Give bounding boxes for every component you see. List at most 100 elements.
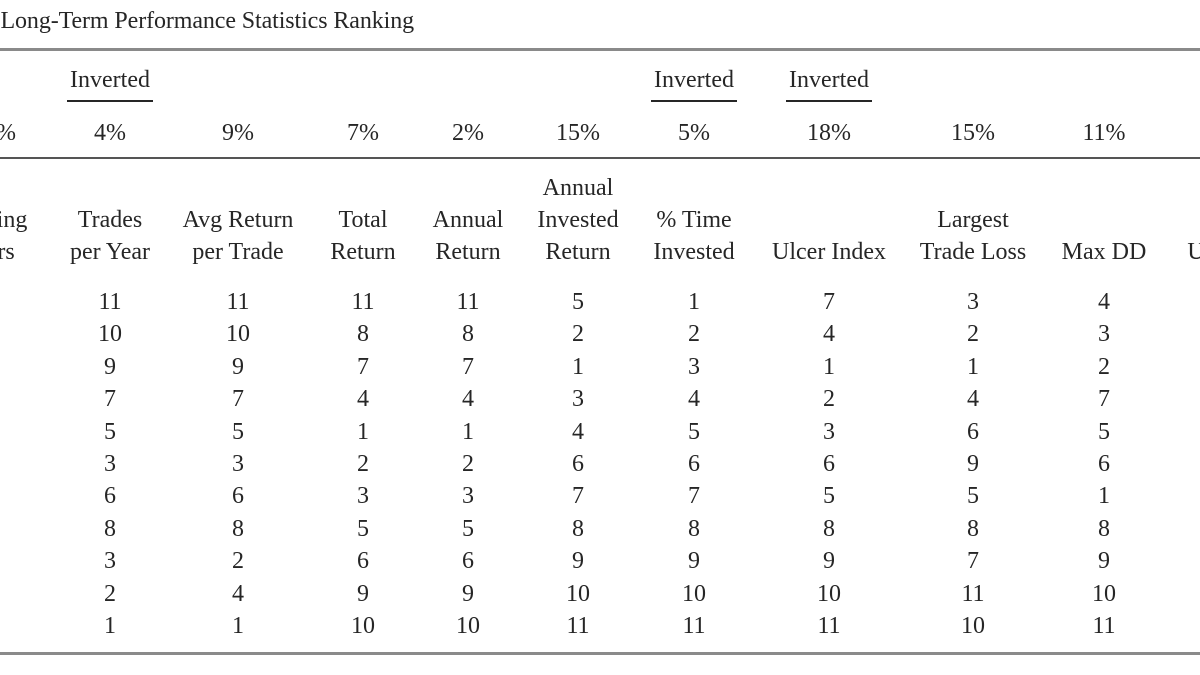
inverted-underline-trades-per-year <box>67 100 153 102</box>
weight-annual-invested-return: 15% <box>556 120 600 146</box>
inverted-underline-ulcer-index <box>786 100 872 102</box>
table-cell-total-return-row-5: 1 <box>357 418 369 445</box>
table-cell-annual-return-row-3: 7 <box>462 353 474 380</box>
column-header-ulcer-index: Ulcer Index <box>772 172 886 268</box>
column-header-line: Invested <box>653 239 735 265</box>
table-cell-pct-time-invested-row-3: 3 <box>688 353 700 380</box>
column-header-pct-time-invested: % Time Invested <box>653 172 734 268</box>
table-cell-pct-time-invested-row-1: 1 <box>688 289 700 315</box>
weight-ulcer-index: 18% <box>807 120 851 146</box>
table-cell-trades-per-year-row-8: 8 <box>104 515 116 542</box>
column-header-line: Max DD <box>1061 239 1147 265</box>
table-cell-pct-time-invested-row-4: 4 <box>688 386 700 413</box>
table-cell-largest-trade-loss-row-6: 9 <box>967 451 979 477</box>
table-cell-pct-time-invested-row-5: 5 <box>688 418 700 445</box>
table-cell-avg-return-per-trade-row-4: 7 <box>232 386 244 413</box>
table-cell-max-dd-row-2: 3 <box>1098 321 1110 348</box>
table-cell-trades-per-year-row-4: 7 <box>104 386 116 413</box>
column-header-annual-return: Annual Return <box>433 172 504 268</box>
table-cell-annual-invested-return-row-11: 11 <box>566 613 590 639</box>
table-cell-pct-time-invested-row-6: 6 <box>688 451 700 477</box>
table-cell-avg-return-per-trade-row-7: 6 <box>232 483 244 510</box>
weight-pct-time-invested: 5% <box>678 120 710 146</box>
table-cell-trades-per-year-row-2: 10 <box>98 321 122 348</box>
table-cell-max-dd-row-1: 4 <box>1098 289 1110 315</box>
table-cell-total-return-row-1: 11 <box>351 289 375 315</box>
weight-trades-per-year: 4% <box>94 120 126 146</box>
table-cell-largest-trade-loss-row-8: 8 <box>967 515 979 542</box>
table-cell-avg-return-per-trade-row-3: 9 <box>232 353 244 380</box>
table-cell-annual-return-row-8: 5 <box>462 515 474 542</box>
column-header-line: Trades <box>77 207 143 233</box>
table-cell-largest-trade-loss-row-4: 4 <box>967 386 979 413</box>
table-cell-trades-per-year-row-6: 3 <box>104 451 116 477</box>
table-cell-annual-return-row-10: 9 <box>462 580 474 607</box>
table-cell-max-dd-row-8: 8 <box>1098 515 1110 542</box>
table-cell-max-dd-row-9: 9 <box>1098 548 1110 575</box>
table-cell-trades-per-year-row-5: 5 <box>104 418 116 445</box>
table-cell-annual-invested-return-row-8: 8 <box>572 515 584 542</box>
column-header-line: Return <box>435 239 501 265</box>
weight-max-dd: 11% <box>1082 120 1126 146</box>
column-header-line: Annual <box>542 175 614 201</box>
weight-annual-return: 2% <box>452 120 484 146</box>
table-cell-max-dd-row-7: 1 <box>1098 483 1110 510</box>
table-cell-avg-return-per-trade-row-9: 2 <box>232 548 244 575</box>
weight-largest-trade-loss: 15% <box>951 120 995 146</box>
table-cell-total-return-row-3: 7 <box>357 353 369 380</box>
inverted-underline-pct-time-invested <box>651 100 737 102</box>
table-cell-max-dd-row-11: 11 <box>1092 613 1116 639</box>
table-cell-total-return-row-4: 4 <box>357 386 369 413</box>
column-header-line: Return <box>545 239 611 265</box>
table-cell-pct-time-invested-row-11: 11 <box>682 613 706 639</box>
table-cell-ulcer-index-row-11: 11 <box>817 613 841 639</box>
table-cell-annual-invested-return-row-3: 1 <box>572 353 584 380</box>
inverted-label-pct-time-invested: Inverted <box>654 67 734 93</box>
table-cell-trades-per-year-row-3: 9 <box>104 353 116 380</box>
column-header-avg-return-per-trade: Avg Return per Trade <box>183 172 294 268</box>
column-header-partial-right: U <box>1187 172 1200 268</box>
column-header-line: per Trade <box>192 239 284 265</box>
table-cell-total-return-row-2: 8 <box>357 321 369 348</box>
weight-partial-left: % <box>0 117 16 149</box>
table-cell-trades-per-year-row-1: 11 <box>98 289 122 315</box>
column-header-line: Ulcer Index <box>772 239 886 265</box>
table-cell-annual-invested-return-row-5: 4 <box>572 418 584 445</box>
table-cell-largest-trade-loss-row-10: 11 <box>961 580 985 607</box>
table-cell-ulcer-index-row-10: 10 <box>817 580 841 607</box>
bottom-rule <box>0 652 1200 655</box>
table-cell-total-return-row-11: 10 <box>351 613 375 639</box>
table-cell-largest-trade-loss-row-11: 10 <box>961 613 985 639</box>
column-header-line: Return <box>330 239 396 265</box>
table-cell-total-return-row-7: 3 <box>357 483 369 510</box>
weight-avg-return-per-trade: 9% <box>222 120 254 146</box>
weight-total-return: 7% <box>347 120 379 146</box>
table-cell-annual-invested-return-row-9: 9 <box>572 548 584 575</box>
table-cell-largest-trade-loss-row-1: 3 <box>967 289 979 315</box>
table-cell-trades-per-year-row-11: 1 <box>104 613 116 639</box>
column-header-line: Total <box>338 207 388 233</box>
table-cell-ulcer-index-row-3: 1 <box>823 353 835 380</box>
table-cell-max-dd-row-5: 5 <box>1098 418 1110 445</box>
table-cell-annual-return-row-2: 8 <box>462 321 474 348</box>
table-cell-ulcer-index-row-9: 9 <box>823 548 835 575</box>
table-cell-pct-time-invested-row-7: 7 <box>688 483 700 510</box>
column-header-line: Largest <box>937 207 1009 233</box>
table-cell-annual-invested-return-row-10: 10 <box>566 580 590 607</box>
table-cell-pct-time-invested-row-10: 10 <box>682 580 706 607</box>
table-cell-max-dd-row-10: 10 <box>1092 580 1116 607</box>
table-cell-pct-time-invested-row-2: 2 <box>688 321 700 348</box>
column-header-total-return: Total Return <box>330 172 395 268</box>
table-cell-annual-invested-return-row-7: 7 <box>572 483 584 510</box>
column-header-partial-left: hing rs <box>0 172 27 268</box>
column-header-line: Annual <box>432 207 504 233</box>
table-cell-max-dd-row-4: 7 <box>1098 386 1110 413</box>
header-rule <box>0 157 1200 159</box>
table-cell-ulcer-index-row-4: 2 <box>823 386 835 413</box>
top-rule <box>0 48 1200 51</box>
column-header-line: % Time <box>656 207 732 233</box>
table-cell-total-return-row-8: 5 <box>357 515 369 542</box>
table-cell-annual-invested-return-row-4: 3 <box>572 386 584 413</box>
column-header-line: Invested <box>537 207 619 233</box>
